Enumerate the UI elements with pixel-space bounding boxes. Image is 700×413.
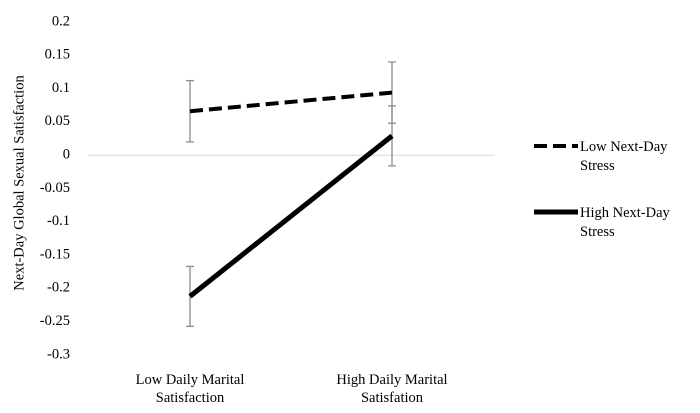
y-tick-label: -0.3 xyxy=(47,346,70,362)
x-category-label: Satisfation xyxy=(361,390,424,406)
x-category-label: Low Daily Marital xyxy=(136,372,245,388)
y-tick-label: -0.25 xyxy=(40,313,70,329)
y-tick-labels: 0.2 0.15 0.1 0.05 0 -0.05 -0.1 -0.15 -0.2 -0.25 -0… xyxy=(40,13,70,362)
series-line-high-next-day-stress xyxy=(188,133,394,299)
legend-label: Stress xyxy=(580,158,615,174)
x-category-label: Satisfaction xyxy=(156,390,225,406)
y-tick-label: 0.15 xyxy=(45,47,70,63)
series-group xyxy=(186,61,396,328)
y-axis-title-group: Next-Day Global Sexual Satisfaction xyxy=(11,75,27,291)
y-tick-label: 0.05 xyxy=(45,113,70,129)
legend-label: Low Next-Day xyxy=(580,139,668,155)
legend: Low Next-Day Stress High Next-Day Stress xyxy=(534,139,671,240)
series-line-low-next-day-stress xyxy=(189,90,393,114)
y-tick-label: -0.05 xyxy=(40,180,70,196)
y-tick-label: -0.1 xyxy=(47,213,70,229)
y-tick-label: 0 xyxy=(63,147,70,163)
legend-label: High Next-Day xyxy=(580,205,671,221)
y-tick-label: -0.15 xyxy=(40,246,70,262)
y-tick-label: 0.2 xyxy=(52,13,70,29)
y-tick-label: 0.1 xyxy=(52,80,70,96)
x-category-label: High Daily Marital xyxy=(336,372,447,388)
category-labels: Low Daily Marital Satisfaction High Daily … xyxy=(136,372,448,406)
y-axis-title: Next-Day Global Sexual Satisfaction xyxy=(11,75,27,291)
y-tick-label: -0.2 xyxy=(47,280,70,296)
legend-label: Stress xyxy=(580,224,615,240)
